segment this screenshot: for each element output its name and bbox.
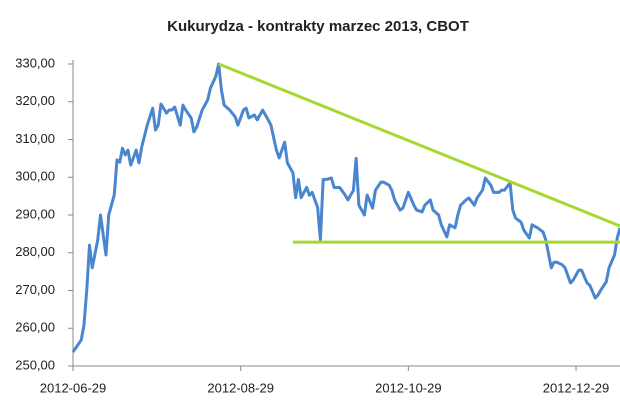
y-tick-label: 320,00 [15, 93, 55, 108]
y-tick-label: 300,00 [15, 169, 55, 184]
y-tick-label: 280,00 [15, 244, 55, 259]
y-tick-label: 290,00 [15, 206, 55, 221]
price-line [71, 62, 620, 353]
y-tick-label: 330,00 [15, 55, 55, 70]
chart-title: Kukurydza - kontrakty marzec 2013, CBOT [167, 18, 469, 35]
y-tick-label: 270,00 [15, 282, 55, 297]
y-tick-label: 260,00 [15, 320, 55, 335]
trend-line [218, 62, 620, 228]
y-tick-label: 250,00 [15, 357, 55, 372]
x-tick-label: 2012-12-29 [543, 380, 610, 395]
x-tick-label: 2012-10-29 [375, 380, 442, 395]
y-tick-label: 310,00 [15, 131, 55, 146]
x-tick-label: 2012-06-29 [40, 380, 107, 395]
x-tick-label: 2012-08-29 [207, 380, 274, 395]
